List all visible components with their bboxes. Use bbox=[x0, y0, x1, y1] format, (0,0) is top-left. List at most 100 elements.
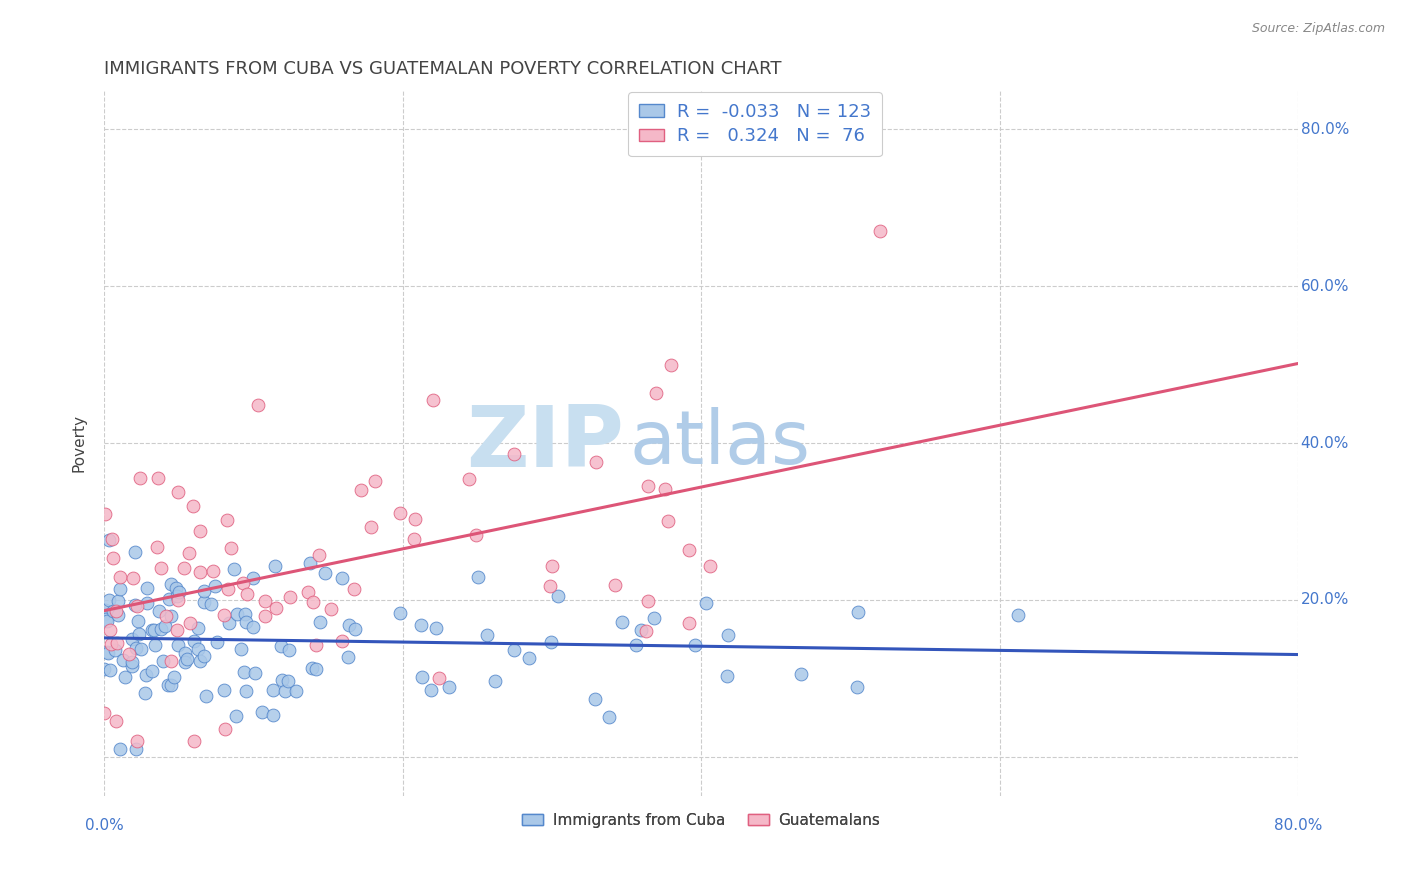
Point bbox=[176, 652, 198, 666]
Point bbox=[128, 627, 150, 641]
Point bbox=[427, 671, 450, 685]
Text: 40.0%: 40.0% bbox=[1301, 435, 1348, 450]
Point bbox=[125, 734, 148, 748]
Point bbox=[321, 602, 343, 616]
Point bbox=[612, 615, 634, 630]
Point bbox=[274, 684, 297, 698]
Point bbox=[160, 678, 183, 692]
Point bbox=[231, 576, 253, 591]
Point bbox=[97, 646, 120, 660]
Point bbox=[253, 594, 276, 608]
Point bbox=[155, 609, 177, 624]
Point bbox=[422, 392, 444, 407]
Point bbox=[637, 594, 659, 608]
Point bbox=[152, 655, 174, 669]
Point bbox=[235, 615, 257, 630]
Point bbox=[585, 692, 607, 706]
Point bbox=[96, 644, 118, 658]
Point bbox=[212, 607, 235, 622]
Point bbox=[148, 604, 170, 618]
Point bbox=[108, 742, 131, 756]
Point bbox=[547, 589, 569, 603]
Point bbox=[643, 611, 665, 625]
Y-axis label: Poverty: Poverty bbox=[72, 414, 86, 472]
Point bbox=[143, 638, 166, 652]
Point bbox=[188, 654, 211, 668]
Point bbox=[173, 560, 195, 574]
Point bbox=[425, 622, 447, 636]
Point bbox=[305, 662, 328, 676]
Text: atlas: atlas bbox=[630, 407, 811, 480]
Point bbox=[233, 607, 256, 621]
Point bbox=[215, 513, 238, 527]
Point bbox=[100, 637, 122, 651]
Point bbox=[388, 506, 411, 520]
Point bbox=[298, 556, 321, 570]
Point bbox=[301, 660, 323, 674]
Point bbox=[252, 705, 274, 719]
Point bbox=[207, 635, 229, 649]
Point bbox=[179, 616, 201, 631]
Point bbox=[98, 533, 121, 548]
Text: 80.0%: 80.0% bbox=[1274, 818, 1322, 833]
Point bbox=[845, 680, 868, 694]
Point bbox=[654, 482, 676, 496]
Point bbox=[135, 596, 157, 610]
Point bbox=[190, 565, 212, 579]
Point bbox=[219, 541, 242, 555]
Point bbox=[108, 570, 131, 584]
Point bbox=[271, 673, 294, 688]
Point bbox=[97, 593, 120, 607]
Point bbox=[112, 653, 135, 667]
Point bbox=[517, 651, 540, 665]
Point bbox=[104, 643, 127, 657]
Point bbox=[135, 668, 157, 682]
Point bbox=[464, 527, 486, 541]
Point bbox=[540, 635, 562, 649]
Text: Source: ZipAtlas.com: Source: ZipAtlas.com bbox=[1251, 22, 1385, 36]
Point bbox=[637, 479, 659, 493]
Point bbox=[101, 532, 124, 546]
Point bbox=[204, 579, 226, 593]
Point bbox=[657, 514, 679, 528]
Point bbox=[93, 607, 115, 621]
Point bbox=[165, 582, 187, 596]
Point bbox=[101, 551, 124, 566]
Text: 80.0%: 80.0% bbox=[1301, 122, 1348, 137]
Point bbox=[93, 662, 115, 676]
Point bbox=[235, 684, 257, 698]
Point bbox=[105, 714, 128, 728]
Point bbox=[717, 628, 740, 642]
Point bbox=[869, 224, 891, 238]
Text: 0.0%: 0.0% bbox=[84, 818, 124, 833]
Point bbox=[94, 612, 117, 626]
Point bbox=[146, 471, 169, 485]
Point bbox=[695, 596, 717, 610]
Point bbox=[242, 620, 264, 634]
Point bbox=[187, 621, 209, 635]
Point bbox=[160, 609, 183, 624]
Point bbox=[224, 562, 246, 576]
Point bbox=[243, 665, 266, 680]
Point bbox=[420, 683, 443, 698]
Point bbox=[114, 670, 136, 684]
Point bbox=[337, 617, 360, 632]
Point bbox=[683, 638, 706, 652]
Point bbox=[284, 683, 307, 698]
Point bbox=[603, 578, 626, 592]
Point bbox=[278, 642, 301, 657]
Text: 60.0%: 60.0% bbox=[1301, 279, 1348, 293]
Point bbox=[200, 597, 222, 611]
Point bbox=[149, 560, 172, 574]
Point bbox=[253, 609, 276, 624]
Point bbox=[364, 474, 387, 488]
Point bbox=[96, 614, 118, 628]
Point bbox=[121, 658, 143, 673]
Point bbox=[280, 591, 302, 605]
Point bbox=[477, 627, 499, 641]
Point bbox=[93, 706, 115, 721]
Point bbox=[330, 634, 353, 648]
Point bbox=[163, 670, 186, 684]
Point bbox=[134, 686, 156, 700]
Point bbox=[141, 664, 163, 678]
